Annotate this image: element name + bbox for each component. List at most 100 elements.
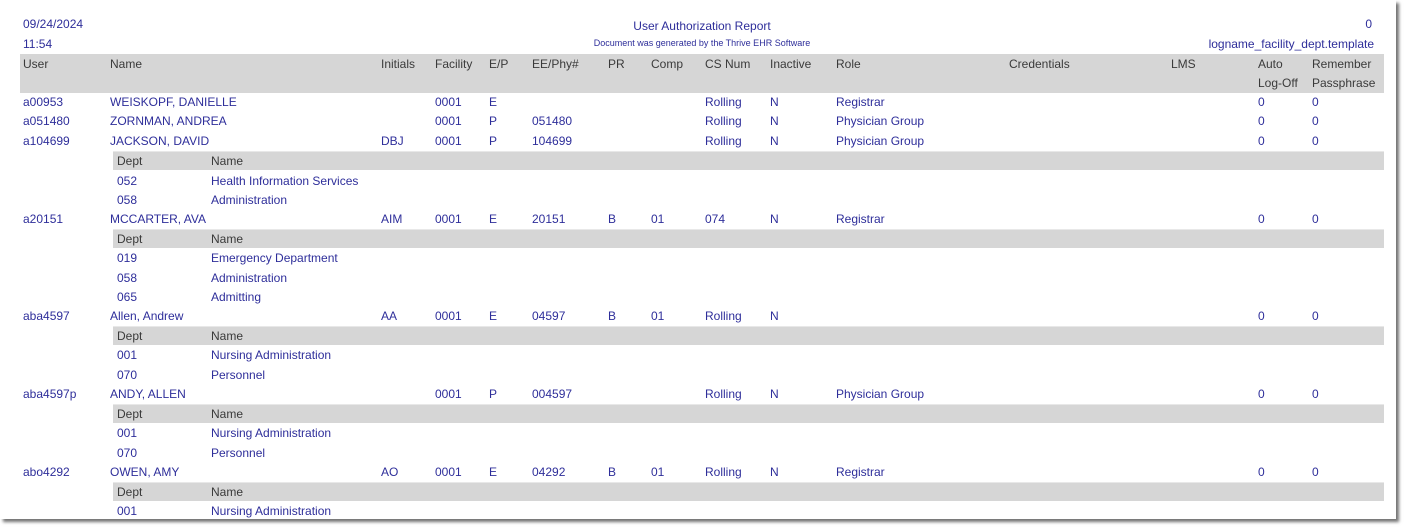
col-auto-logoff-line1: Auto [1258,57,1283,71]
dept-header-row [113,229,1384,248]
user-auto-logoff: 0 [1258,134,1265,148]
dept-code: 001 [117,348,138,362]
dept-code: 065 [117,290,138,304]
user-inactive: N [770,465,779,479]
user-comp: 01 [651,309,665,323]
dept-code: 001 [117,426,138,440]
user-ep: E [489,309,498,323]
user-id: aba4597 [23,309,70,323]
user-initials: AA [381,309,398,323]
dept-name: Nursing Administration [211,426,332,440]
user-remember: 0 [1312,95,1319,109]
report-time: 11:54 [23,37,53,51]
dept-header-row [113,482,1384,501]
dept-col-dept: Dept [117,154,143,168]
user-role: Physician Group [836,114,925,128]
user-remember: 0 [1312,114,1319,128]
user-ep: P [489,114,498,128]
user-role: Physician Group [836,387,925,401]
user-inactive: N [770,134,779,148]
user-cs-num: Rolling [705,309,742,323]
user-inactive: N [770,387,779,401]
user-comp: 01 [651,465,665,479]
col-remember-line1: Remember [1312,57,1372,71]
dept-name: Personnel [211,368,266,382]
user-ee-phy: 04597 [532,309,566,323]
user-facility: 0001 [435,95,462,109]
user-role: Registrar [836,212,885,226]
user-remember: 0 [1312,134,1319,148]
page-number: 0 [1365,17,1372,31]
col-user: User [23,57,49,71]
user-role: Physician Group [836,134,925,148]
col-initials: Initials [381,57,416,71]
dept-col-name: Name [211,232,244,246]
user-name: MCCARTER, AVA [110,212,207,226]
dept-col-name: Name [211,154,244,168]
user-ee-phy: 20151 [532,212,566,226]
user-auto-logoff: 0 [1258,465,1265,479]
user-ee-phy: 04292 [532,465,566,479]
col-facility: Facility [435,57,473,71]
user-auto-logoff: 0 [1258,95,1265,109]
report-page: 09/24/2024 11:54 User Authorization Repo… [0,17,1396,518]
dept-col-name: Name [211,329,244,343]
column-header-row [20,54,1384,93]
user-facility: 0001 [435,134,462,148]
user-id: aba4597p [23,387,77,401]
user-cs-num: Rolling [705,134,742,148]
user-facility: 0001 [435,387,462,401]
user-row: a00953 WEISKOPF, DANIELLE 0001 E Rolling… [0,93,1396,112]
col-lms: LMS [1171,57,1196,71]
user-row: abo4292 OWEN, AMY AO 0001 E 04292 B 01 R… [0,463,1396,482]
col-pr: PR [608,57,625,71]
col-ep: E/P [489,57,509,71]
user-initials: AO [381,465,399,479]
dept-header-row [113,151,1384,170]
dept-name: Emergency Department [211,251,338,265]
user-ep: E [489,95,498,109]
dept-code: 058 [117,271,138,285]
dept-col-dept: Dept [117,232,143,246]
dept-name: Nursing Administration [211,348,332,362]
col-ee-phy: EE/Phy# [532,57,579,71]
user-remember: 0 [1312,465,1319,479]
user-name: ANDY, ALLEN [110,387,186,401]
user-id: a00953 [23,95,64,109]
user-facility: 0001 [435,309,462,323]
user-inactive: N [770,309,779,323]
col-remember-line2: Passphrase [1312,76,1376,90]
dept-header-row [113,404,1384,423]
dept-name: Administration [211,193,288,207]
user-row: a20151 MCCARTER, AVA AIM 0001 E 20151 B … [0,210,1396,229]
user-auto-logoff: 0 [1258,387,1265,401]
col-credentials: Credentials [1009,57,1070,71]
dept-header-row [113,326,1384,345]
user-name: OWEN, AMY [110,465,180,479]
user-row: aba4597p ANDY, ALLEN 0001 P 004597 Rolli… [0,385,1396,404]
user-ee-phy: 051480 [532,114,573,128]
user-row: a104699 JACKSON, DAVID DBJ 0001 P 104699… [0,132,1396,151]
dept-col-dept: Dept [117,485,143,499]
user-role: Registrar [836,95,885,109]
user-pr: B [608,309,617,323]
dept-code: 058 [117,193,138,207]
user-remember: 0 [1312,387,1319,401]
col-inactive: Inactive [770,57,812,71]
user-name: WEISKOPF, DANIELLE [110,95,237,109]
user-auto-logoff: 0 [1258,114,1265,128]
dept-code: 001 [117,504,138,518]
user-name: Allen, Andrew [110,309,184,323]
dept-col-dept: Dept [117,329,143,343]
col-auto-logoff-line2: Log-Off [1258,76,1298,90]
report-title: User Authorization Report [633,19,771,33]
user-row: aba4597 Allen, Andrew AA 0001 E 04597 B … [0,307,1396,326]
template-name: logname_facility_dept.template [1208,37,1374,51]
user-auto-logoff: 0 [1258,309,1265,323]
user-initials: AIM [381,212,403,226]
user-role: Registrar [836,465,885,479]
dept-code: 052 [117,174,138,188]
user-ep: E [489,465,498,479]
dept-col-dept: Dept [117,407,143,421]
user-ep: P [489,387,498,401]
